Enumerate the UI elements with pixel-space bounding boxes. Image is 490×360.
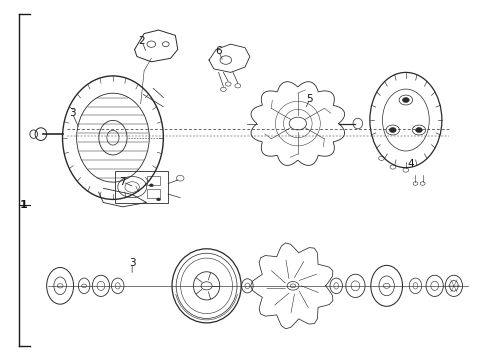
Bar bbox=[147, 189, 160, 198]
Bar bbox=[115, 171, 168, 203]
Text: 5: 5 bbox=[307, 94, 313, 104]
Circle shape bbox=[416, 127, 422, 132]
Text: 6: 6 bbox=[215, 46, 222, 56]
Circle shape bbox=[149, 184, 153, 187]
Circle shape bbox=[402, 98, 409, 103]
Text: 7: 7 bbox=[119, 177, 126, 187]
Circle shape bbox=[157, 198, 161, 201]
Bar bbox=[147, 176, 160, 185]
Circle shape bbox=[390, 127, 396, 132]
Text: 3: 3 bbox=[129, 258, 135, 268]
Text: 3: 3 bbox=[69, 108, 75, 118]
Text: 4: 4 bbox=[407, 159, 414, 169]
Text: 2: 2 bbox=[139, 36, 145, 46]
Text: 1: 1 bbox=[19, 200, 27, 210]
